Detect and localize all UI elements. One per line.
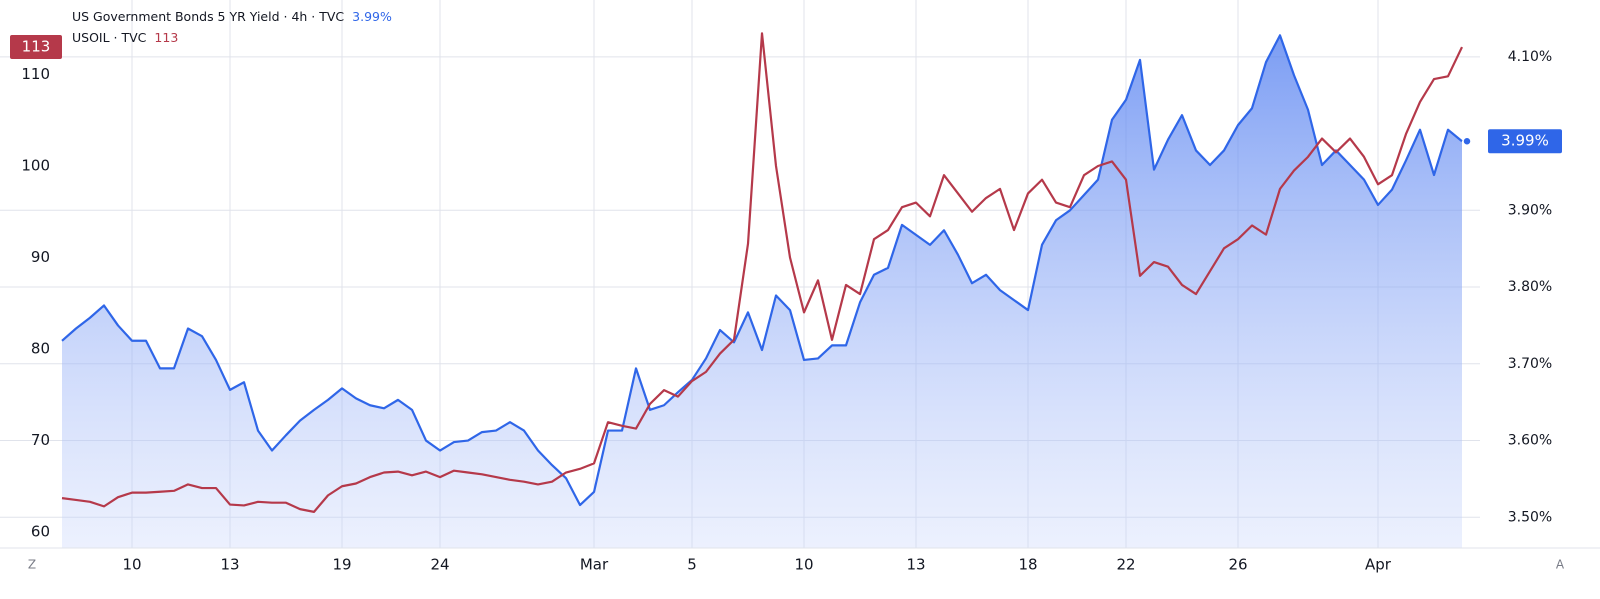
- y2-tick-label: 3.90%: [1508, 202, 1552, 218]
- control-button[interactable]: Z: [28, 558, 36, 572]
- legend-yield: US Government Bonds 5 YR Yield · 4h · TV…: [72, 9, 392, 24]
- series-line: [61, 34, 1463, 507]
- legend-name: US Government Bonds 5 YR Yield · 4h · TV…: [72, 9, 344, 24]
- legend-oil: USOIL · TVC 113: [72, 30, 178, 45]
- area-fill: [62, 35, 1462, 549]
- series-line: [61, 32, 1463, 513]
- x-tick-label: 24: [430, 556, 449, 574]
- y-tick-label: 90: [31, 248, 50, 266]
- legend-value: 3.99%: [352, 9, 392, 24]
- y2-tick-label: 3.80%: [1508, 279, 1552, 295]
- y2-tick-label: 3.50%: [1508, 509, 1552, 525]
- legend-value: 113: [154, 30, 178, 45]
- last-point: [1462, 136, 1472, 146]
- y2-tick-label: 4.10%: [1508, 49, 1552, 65]
- y-tick-label: 110: [21, 65, 50, 83]
- x-tick-label: 13: [906, 556, 925, 574]
- x-tick-label: 19: [332, 556, 351, 574]
- plot: [61, 32, 1472, 549]
- y-tick-label: 60: [31, 522, 50, 540]
- x-tick-label: Mar: [580, 556, 609, 574]
- x-tick-label: 26: [1228, 556, 1247, 574]
- price-badge: [1488, 129, 1562, 154]
- control-button[interactable]: A: [1556, 558, 1565, 572]
- x-tick-label: 22: [1116, 556, 1135, 574]
- price-badge-label: 113: [22, 38, 51, 56]
- price-badge-label: 3.99%: [1501, 132, 1549, 150]
- x-tick-label: 13: [220, 556, 239, 574]
- x-tick-label: Apr: [1365, 556, 1392, 574]
- price-badge: [10, 35, 62, 60]
- x-tick-label: 5: [687, 556, 697, 574]
- legend-name: USOIL · TVC: [72, 30, 147, 45]
- x-tick-label: 10: [794, 556, 813, 574]
- y-tick-label: 80: [31, 339, 50, 357]
- y-tick-label: 70: [31, 431, 50, 449]
- x-tick-label: 10: [122, 556, 141, 574]
- x-tick-label: 18: [1018, 556, 1037, 574]
- y2-tick-label: 3.70%: [1508, 356, 1552, 372]
- y-tick-label: 100: [21, 157, 50, 175]
- y2-tick-label: 3.60%: [1508, 433, 1552, 449]
